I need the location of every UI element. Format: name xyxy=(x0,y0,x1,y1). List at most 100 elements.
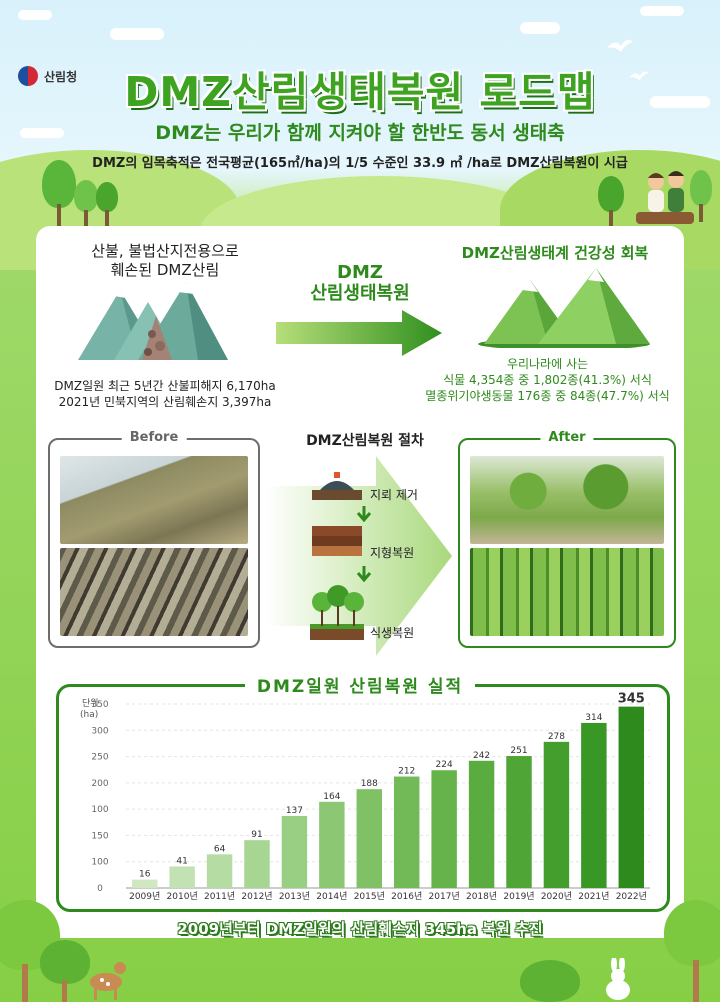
bar-value-label: 164 xyxy=(323,792,340,802)
damaged-forest-title: 산불, 불법산지전용으로 훼손된 DMZ산림 xyxy=(50,242,280,280)
restoration-label-line: DMZ xyxy=(337,262,383,283)
bar xyxy=(131,879,158,888)
mine-removal-icon xyxy=(312,472,362,500)
before-photo-fallen-trees xyxy=(60,548,248,636)
before-photo-hillside xyxy=(60,456,248,544)
deer-icon xyxy=(90,962,126,1000)
x-tick-label: 2021년 xyxy=(578,891,609,902)
x-tick-label: 2014년 xyxy=(316,891,347,902)
people-illustration xyxy=(636,171,694,224)
before-label: Before xyxy=(121,430,187,445)
x-tick-label: 2009년 xyxy=(129,891,160,902)
x-tick-label: 2018년 xyxy=(466,891,497,902)
page-title: DMZ산림생태복원 로드맵 xyxy=(124,68,596,116)
tree-decoration xyxy=(40,940,90,1002)
biodiversity-stat-line: 식물 4,354종 중 1,802종(41.3%) 서식 xyxy=(443,373,652,387)
tree-decoration xyxy=(520,960,580,1002)
bar-value-label: 345 xyxy=(618,692,645,707)
tree-decoration xyxy=(598,176,624,226)
bar-value-label: 212 xyxy=(398,767,415,777)
x-tick-label: 2015년 xyxy=(354,891,385,902)
tree-decoration xyxy=(74,180,98,226)
tree-decoration xyxy=(664,900,720,1002)
bird-icon xyxy=(629,71,649,81)
x-tick-label: 2017년 xyxy=(429,891,460,902)
cloud-decoration xyxy=(110,28,164,40)
y-unit-label: 단위 xyxy=(82,698,99,709)
bar xyxy=(393,776,420,888)
bar xyxy=(319,801,345,888)
y-tick-label: 350 xyxy=(91,700,108,710)
bar xyxy=(506,756,532,888)
bar xyxy=(169,866,195,888)
biodiversity-stat-line: 멸종위기야생동물 176종 중 84종(47.7%) 서식 xyxy=(425,389,670,403)
after-label: After xyxy=(540,430,594,445)
intro-text: DMZ의 임목축적은 전국평균(165㎥/ha)의 1/5 수준인 33.9 ㎥… xyxy=(92,156,628,171)
step-label: 식생복원 xyxy=(370,626,415,640)
cloud-decoration xyxy=(20,128,64,138)
tree-decoration xyxy=(690,170,712,222)
recovery-title: DMZ산림생태계 건강성 회복 xyxy=(461,244,649,262)
bar-value-label: 16 xyxy=(139,870,151,880)
x-tick-label: 2013년 xyxy=(279,891,310,902)
bar xyxy=(281,815,308,888)
bar-value-label: 91 xyxy=(251,830,262,840)
restoration-bar-chart: 단위(ha)350 300 250 200 100 150 100 0 16 2009년 41 201… xyxy=(80,692,650,902)
damaged-forest-title-line: 훼손된 DMZ산림 xyxy=(110,261,220,279)
process-arrow xyxy=(266,456,452,656)
damage-stat-line: 2021년 민북지역의 산림훼손지 3,397ha xyxy=(58,395,272,409)
x-tick-label: 2020년 xyxy=(541,891,572,902)
bar xyxy=(431,770,457,888)
x-tick-label: 2019년 xyxy=(503,891,534,902)
damage-stats: DMZ일원 최근 5년간 산불피해지 6,170ha 2021년 민북지역의 산… xyxy=(40,378,290,410)
process-title: DMZ산림복원 절차 xyxy=(306,433,424,449)
cloud-decoration xyxy=(18,10,52,20)
bar xyxy=(468,760,495,888)
agency-logo: 산림청 xyxy=(18,66,77,86)
y-tick-label: 300 xyxy=(91,726,108,736)
damaged-mountain-illustration xyxy=(78,282,228,360)
y-tick-label: 150 xyxy=(91,831,108,841)
arrow-down-icon xyxy=(356,506,372,522)
bar-value-label: 41 xyxy=(176,856,187,866)
cloud-decoration xyxy=(640,6,684,16)
y-tick-label: 100 xyxy=(91,805,108,815)
after-photo-restored-slope xyxy=(470,456,664,544)
bar-value-label: 251 xyxy=(510,746,527,756)
x-tick-label: 2011년 xyxy=(204,891,235,902)
x-tick-label: 2016년 xyxy=(391,891,422,902)
arrow-right-icon xyxy=(276,310,442,356)
y-tick-label: 100 xyxy=(91,858,108,868)
healthy-mountain-illustration xyxy=(478,268,650,348)
bar-value-label: 64 xyxy=(214,844,226,854)
results-title-text: DMZ일원 산림복원 실적 xyxy=(244,677,476,697)
bar-value-label: 314 xyxy=(585,713,602,723)
bar-value-label: 137 xyxy=(286,806,303,816)
x-tick-label: 2012년 xyxy=(241,891,272,902)
bar xyxy=(543,741,570,888)
bar xyxy=(356,789,383,888)
bottom-caption: 2009년부터 DMZ일원의 산림훼손지 345ha 복원 추진 xyxy=(177,920,543,938)
step-label: 지뢰 제거 xyxy=(370,488,418,502)
y-unit-label: (ha) xyxy=(80,710,98,720)
page-subtitle: DMZ는 우리가 함께 지켜야 할 한반도 동서 생태축 xyxy=(155,122,565,144)
tree-decoration xyxy=(96,182,118,226)
after-photo-box: After xyxy=(458,430,676,648)
restoration-label-line: 산림생태복원 xyxy=(310,283,410,304)
bird-icon xyxy=(607,39,633,52)
bar xyxy=(244,840,270,888)
cloud-decoration xyxy=(520,22,560,34)
restoration-label: DMZ 산림생태복원 xyxy=(290,262,430,304)
after-photo-forest xyxy=(470,548,664,636)
arrow-down-icon xyxy=(356,566,372,582)
government-emblem-icon xyxy=(18,66,38,86)
x-tick-label: 2022년 xyxy=(616,891,647,902)
damaged-forest-title-line: 산불, 불법산지전용으로 xyxy=(91,242,239,260)
bar xyxy=(618,706,645,888)
cloud-decoration xyxy=(650,96,710,108)
y-tick-label: 250 xyxy=(91,753,108,763)
biodiversity-stats: 우리나라에 사는 식물 4,354종 중 1,802종(41.3%) 서식 멸종… xyxy=(420,356,675,404)
biodiversity-stat-line: 우리나라에 사는 xyxy=(506,357,589,371)
y-tick-label: 0 xyxy=(97,884,103,894)
